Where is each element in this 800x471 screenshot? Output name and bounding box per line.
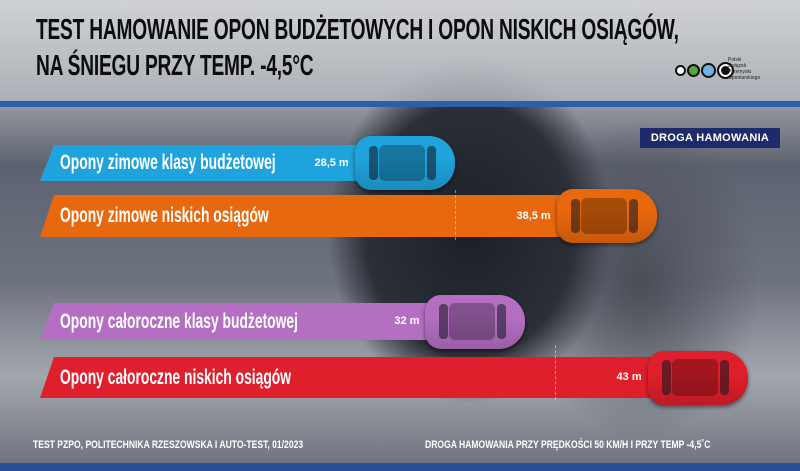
value-label: 28,5 m (314, 157, 349, 169)
value-label: 38,5 m (516, 210, 551, 222)
logo-text: Polski Związek Przemysłu Oponiarskiego (728, 57, 761, 81)
header: TEST HAMOWANIE OPON BUDŻETOWYCH I OPON N… (0, 0, 800, 102)
car-icon (425, 294, 526, 349)
bar (40, 195, 567, 237)
category-label: Opony zimowe niskich osiągów (60, 204, 269, 227)
reference-dash (455, 190, 456, 240)
legend-badge: DROGA HAMOWANIA (640, 128, 780, 148)
reference-dash (555, 345, 556, 400)
divider (0, 101, 800, 107)
logo-dot (701, 63, 716, 78)
logo-dot (717, 62, 734, 79)
bar (40, 145, 365, 181)
bar (40, 303, 436, 340)
bar (40, 357, 658, 398)
footer-source: TEST PZPO, POLITECHNIKA RZESZOWSKA I AUT… (33, 439, 304, 451)
category-label: Opony zimowe klasy budżetowej (60, 151, 276, 174)
car-icon (556, 189, 657, 243)
value-label: 43 m (616, 371, 642, 383)
car-icon (354, 136, 455, 190)
value-label: 32 m (394, 315, 420, 327)
title-line-2: NA ŚNIEGU PRZY TEMP. -4,5°C (36, 50, 314, 82)
logo-dot (687, 64, 700, 77)
title-line-1: TEST HAMOWANIE OPON BUDŻETOWYCH I OPON N… (36, 14, 679, 46)
logo-dot (675, 65, 686, 76)
footer-note: DROGA HAMOWANIA PRZY PRĘDKOŚCI 50 KM/H I… (425, 439, 711, 451)
bottom-rule (0, 463, 800, 471)
car-icon (647, 350, 748, 405)
category-label: Opony całoroczne niskich osiągów (60, 366, 292, 389)
category-label: Opony całoroczne klasy budżetowej (60, 310, 298, 333)
pzpo-logo (675, 62, 734, 79)
